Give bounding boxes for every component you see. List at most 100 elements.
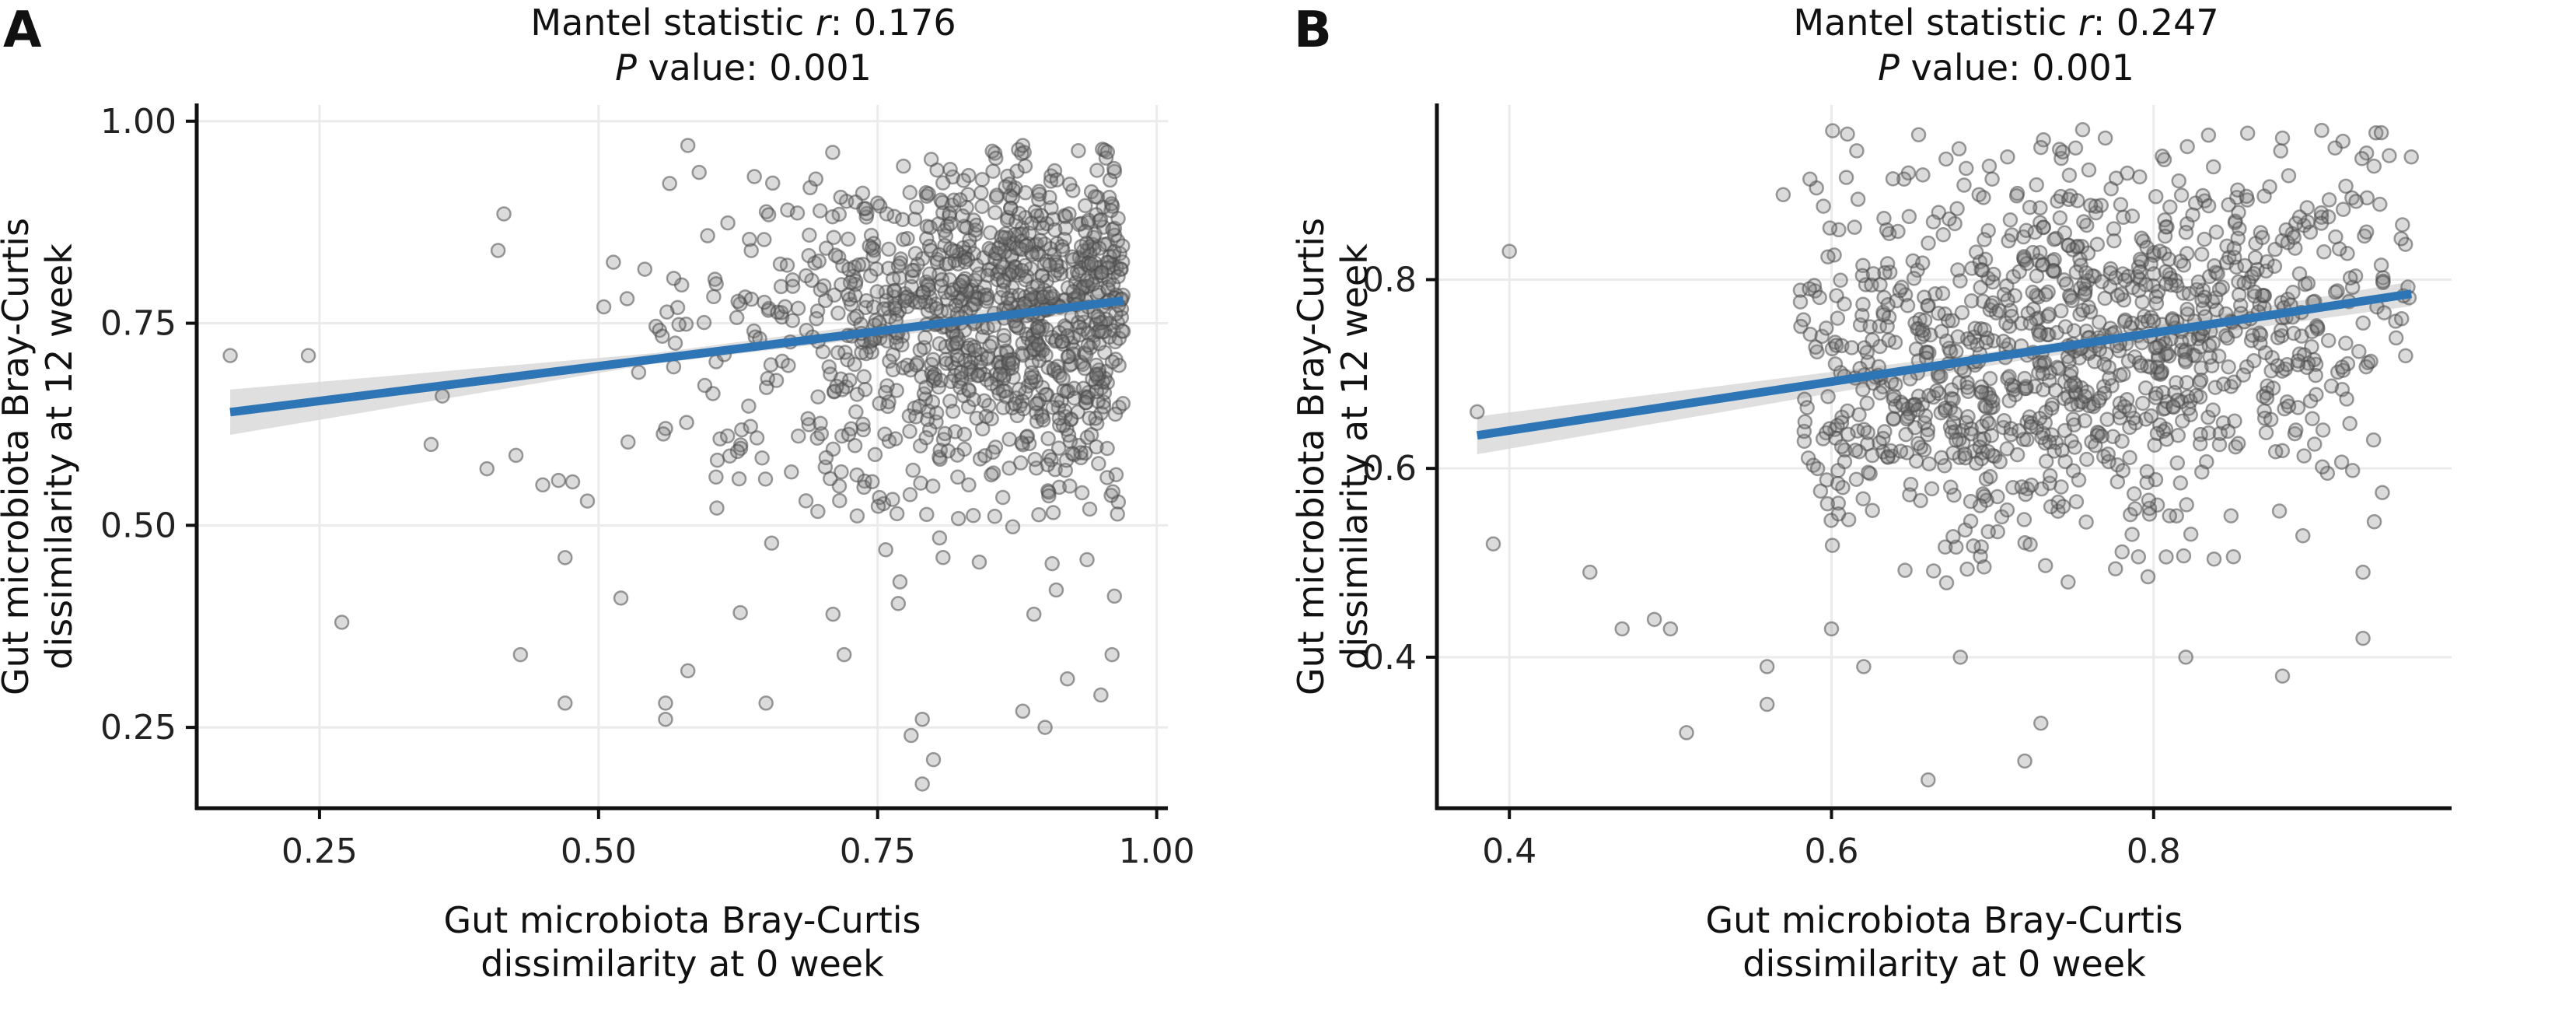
- data-point: [2207, 257, 2222, 274]
- data-point: [1940, 313, 1956, 329]
- data-point: [757, 294, 772, 310]
- data-point: [1850, 191, 1866, 207]
- data-point: [1886, 411, 1901, 426]
- data-point: [1959, 375, 1975, 390]
- data-point: [1065, 284, 1081, 299]
- data-point: [1759, 659, 1775, 674]
- data-point: [1105, 277, 1121, 292]
- data-point: [2103, 180, 2119, 197]
- data-point: [1945, 445, 1961, 461]
- data-point: [719, 428, 736, 444]
- data-point: [1065, 252, 1082, 268]
- data-point: [1026, 606, 1042, 622]
- data-point: [2080, 245, 2096, 261]
- data-point: [791, 428, 806, 444]
- panel-letter: A: [3, 2, 42, 59]
- data-point: [2373, 257, 2389, 273]
- data-point: [2256, 188, 2272, 204]
- data-point: [756, 232, 772, 247]
- data-point: [1893, 443, 1909, 459]
- data-point: [2037, 558, 2053, 573]
- x-axis-title: dissimilarity at 0 week: [481, 943, 884, 985]
- data-point: [2373, 124, 2389, 141]
- data-point: [729, 310, 745, 325]
- data-point: [1931, 306, 1946, 321]
- data-point: [1028, 396, 1044, 412]
- data-point: [824, 208, 841, 225]
- data-point: [1938, 151, 1954, 167]
- data-point: [1110, 268, 1126, 285]
- data-point: [914, 776, 930, 792]
- data-point: [937, 425, 953, 442]
- data-point: [2077, 413, 2092, 429]
- data-point: [950, 510, 966, 527]
- data-point: [2295, 527, 2311, 544]
- data-point: [1954, 305, 1970, 320]
- data-point: [2296, 448, 2312, 464]
- data-point: [1797, 391, 1812, 407]
- data-point: [847, 356, 862, 373]
- data-point: [1091, 456, 1106, 471]
- data-point: [1828, 338, 1844, 353]
- data-point: [2211, 282, 2228, 297]
- data-point: [1872, 277, 1888, 292]
- data-point: [1822, 421, 1837, 436]
- data-point: [1854, 307, 1870, 324]
- data-point: [1938, 575, 1955, 591]
- data-point: [2255, 229, 2270, 246]
- data-point: [637, 261, 653, 277]
- data-point: [1047, 222, 1063, 238]
- data-point: [2054, 443, 2070, 458]
- data-point: [1814, 328, 1830, 345]
- data-point: [1042, 257, 1057, 273]
- data-point: [696, 314, 712, 331]
- data-point: [862, 238, 877, 254]
- data-point: [730, 293, 746, 310]
- data-point: [1900, 298, 1916, 313]
- data-point: [1981, 158, 1998, 174]
- data-point: [1890, 223, 1906, 240]
- data-point: [1855, 381, 1871, 397]
- data-point: [2158, 431, 2175, 447]
- data-point: [1956, 177, 1972, 193]
- data-point: [1947, 405, 1963, 422]
- data-point: [2273, 143, 2288, 159]
- data-point: [1820, 249, 1836, 264]
- data-point: [817, 292, 834, 309]
- data-point: [1959, 561, 1975, 577]
- data-point: [917, 330, 933, 345]
- data-point: [2395, 217, 2410, 233]
- data-point: [2152, 417, 2168, 433]
- data-point: [2205, 402, 2221, 418]
- data-point: [764, 175, 781, 191]
- data-point: [1045, 505, 1061, 520]
- data-point: [1957, 446, 1973, 462]
- data-point: [1090, 309, 1106, 324]
- chart-title: Mantel statistic r: 0.176 P value: 0.001: [495, 0, 992, 90]
- data-point: [1083, 427, 1099, 443]
- title-line-2: P value: 0.001: [1878, 47, 2134, 89]
- data-point: [836, 646, 852, 663]
- data-point: [658, 711, 673, 727]
- data-point: [1966, 538, 1981, 554]
- data-point: [876, 301, 892, 317]
- data-point: [2211, 436, 2228, 453]
- data-point: [2132, 264, 2148, 280]
- data-point: [2016, 512, 2032, 527]
- data-point: [2094, 274, 2109, 289]
- data-point: [812, 203, 828, 219]
- data-point: [1027, 451, 1043, 467]
- data-point: [1014, 435, 1029, 450]
- data-point: [1973, 384, 1990, 400]
- data-point: [888, 431, 904, 446]
- data-point: [1049, 172, 1065, 187]
- data-point: [1820, 389, 1836, 404]
- data-point: [596, 299, 612, 315]
- data-point: [1906, 271, 1922, 286]
- data-point: [770, 304, 785, 320]
- data-point: [2025, 244, 2041, 261]
- data-point: [2130, 549, 2147, 565]
- data-point: [1914, 255, 1931, 271]
- title-line-2: P value: 0.001: [615, 47, 872, 89]
- data-point: [902, 487, 918, 502]
